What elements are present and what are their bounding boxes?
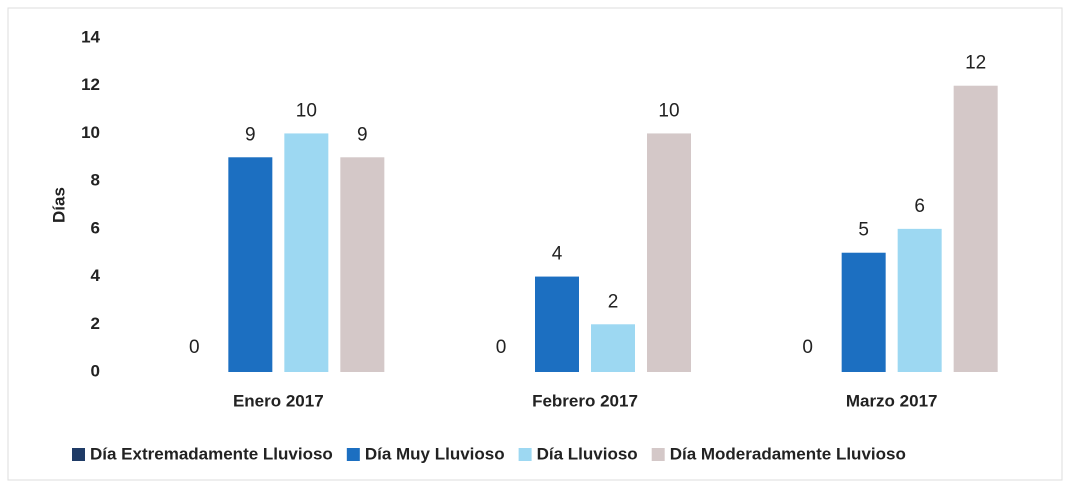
data-label: 10 [658,100,679,121]
data-label: 0 [189,337,200,358]
chart-frame [7,7,1063,481]
bar [340,157,385,372]
y-tick-label: 12 [81,75,100,94]
bar [228,157,273,372]
y-tick-label: 14 [81,27,100,46]
bar [841,252,886,372]
y-tick-label: 0 [91,361,100,380]
y-tick-label: 4 [91,266,101,285]
legend-label: Día Lluvioso [537,444,638,463]
legend-swatch [651,448,665,461]
data-label: 6 [914,196,925,217]
y-tick-label: 2 [91,314,100,333]
y-axis-label: Días [49,187,68,223]
x-tick-label: Marzo 2017 [846,391,938,410]
bar [953,85,998,372]
x-tick-label: Febrero 2017 [532,391,638,410]
y-tick-label: 6 [91,218,100,237]
bar [284,133,329,372]
legend-swatch [346,448,360,461]
bar [897,228,942,372]
legend-label: Día Extremadamente Lluvioso [90,444,333,463]
data-label: 2 [608,291,619,312]
data-label: 10 [296,100,317,121]
bar [647,133,691,372]
data-label: 9 [245,124,256,145]
legend-label: Día Moderadamente Lluvioso [670,444,906,463]
data-label: 9 [357,124,368,145]
legend-label: Día Muy Lluvioso [365,444,505,463]
y-tick-label: 8 [91,171,100,190]
data-label: 0 [802,337,813,358]
data-label: 12 [965,53,986,74]
bar [535,276,579,372]
data-label: 4 [552,244,563,265]
data-label: 0 [496,337,507,358]
data-label: 5 [858,220,869,241]
legend-swatch [72,448,85,461]
y-tick-label: 10 [81,123,100,142]
bar [591,324,635,372]
legend-swatch [518,448,532,461]
x-tick-label: Enero 2017 [233,391,324,410]
